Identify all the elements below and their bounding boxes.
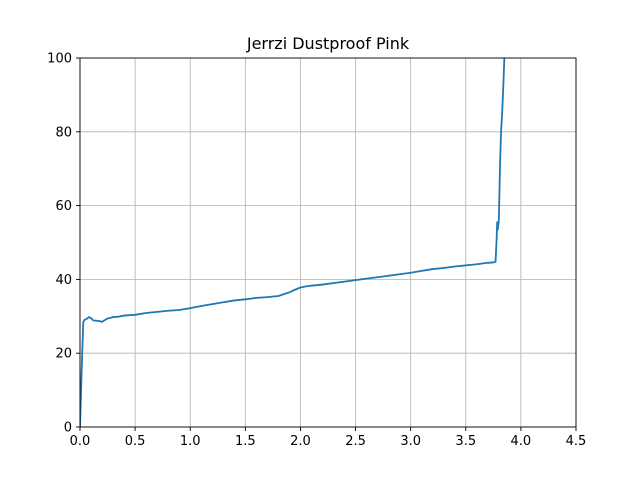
y-tick-label: 0 — [64, 421, 72, 436]
x-tick-label: 2.5 — [345, 434, 366, 449]
y-tick-label: 40 — [55, 273, 72, 288]
x-tick-label: 4.5 — [566, 434, 587, 449]
x-tick-label: 3.0 — [400, 434, 421, 449]
x-tick-label: 1.5 — [235, 434, 256, 449]
series-line-0 — [80, 58, 506, 427]
x-tick-label: 2.0 — [290, 434, 311, 449]
x-tick-label: 0.5 — [125, 434, 146, 449]
y-tick-label: 80 — [55, 125, 72, 140]
x-tick-label: 0.0 — [70, 434, 91, 449]
plot-frame — [79, 57, 577, 428]
x-tick-label: 4.0 — [511, 434, 532, 449]
y-tick-label: 20 — [55, 347, 72, 362]
x-tick-label: 1.0 — [180, 434, 201, 449]
y-tick-label: 100 — [47, 52, 72, 67]
y-tick-label: 60 — [55, 199, 72, 214]
chart-title: Jerrzi Dustproof Pink — [246, 34, 410, 53]
x-tick-label: 3.5 — [455, 434, 476, 449]
